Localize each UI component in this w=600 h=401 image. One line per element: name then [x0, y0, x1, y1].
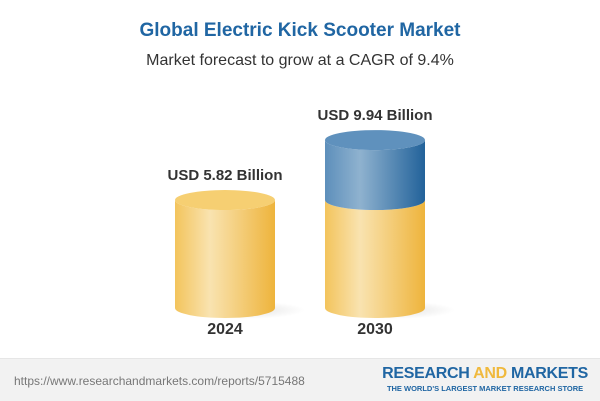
data-label: USD 5.82 Billion	[167, 167, 282, 184]
footer: https://www.researchandmarkets.com/repor…	[0, 358, 600, 401]
logo-text-markets: MARKETS	[506, 365, 588, 382]
x-tick-label: 2024	[207, 321, 243, 338]
logo-text-and: AND	[473, 365, 507, 382]
chart-subtitle: Market forecast to grow at a CAGR of 9.4…	[146, 52, 454, 69]
logo-tagline: THE WORLD'S LARGEST MARKET RESEARCH STOR…	[386, 384, 584, 393]
bar-2024	[175, 200, 275, 318]
x-tick-label: 2030	[357, 321, 393, 338]
bar-base-segment-2030	[325, 200, 425, 318]
bar-growth-segment-2030	[325, 140, 425, 211]
data-label: USD 9.94 Billion	[317, 107, 432, 124]
chart-title: Global Electric Kick Scooter Market	[139, 20, 461, 41]
chart-area: USD 5.82 Billion 2024 USD 9.94 Billion 2030	[167, 107, 455, 338]
research-and-markets-logo: RESEARCH AND MARKETS THE WORLD'S LARGEST…	[382, 365, 588, 393]
bar-top-2024	[175, 190, 275, 211]
report-url[interactable]: https://www.researchandmarkets.com/repor…	[14, 374, 305, 388]
logo-text: RESEARCH	[382, 365, 474, 382]
bar-top-2030	[325, 130, 425, 151]
